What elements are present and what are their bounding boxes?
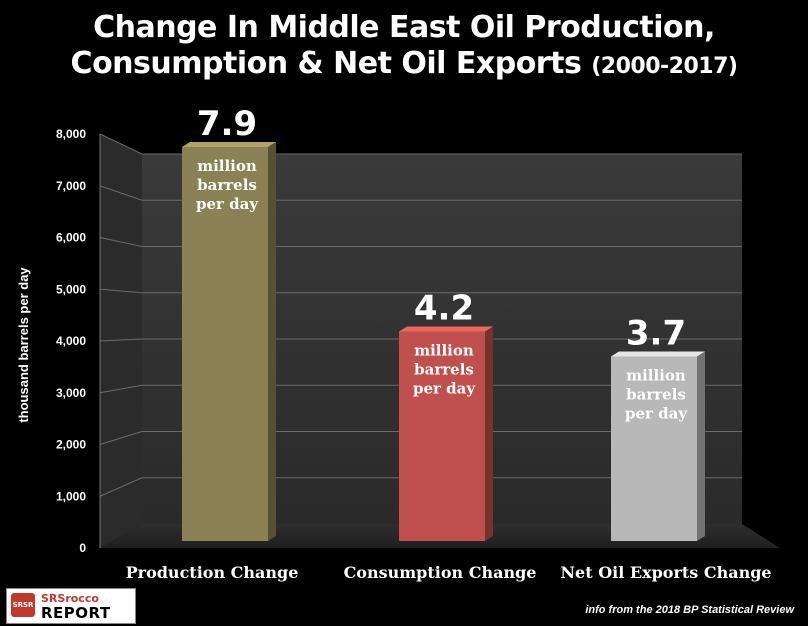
logo-mark: SRSR <box>11 593 35 617</box>
gridline-side <box>99 237 143 247</box>
logo-line-2: REPORT <box>41 604 111 622</box>
y-tick-label: 0 <box>79 541 86 555</box>
gridline-side <box>99 185 143 201</box>
y-tick-label: 6,000 <box>56 231 86 245</box>
category-label: Consumption Change <box>344 563 537 582</box>
unit-label: barrels <box>197 176 257 194</box>
bar-side <box>268 142 276 541</box>
bar-side <box>697 351 705 541</box>
value-label: 7.9 <box>197 104 257 144</box>
logo-line-1: SRSrocco <box>41 592 99 605</box>
gridline-side <box>99 133 143 155</box>
gridline-side <box>99 288 143 294</box>
title-years: (2000-2017) <box>591 54 738 79</box>
category-label: Production Change <box>126 563 299 582</box>
category-label: Net Oil Exports Change <box>560 563 771 582</box>
srsrocco-report-logo: SRSR SRSrocco REPORT <box>6 588 136 624</box>
value-label: 4.2 <box>414 289 474 329</box>
bar-top <box>611 351 705 357</box>
unit-label: barrels <box>414 361 474 379</box>
bar-front <box>611 356 697 541</box>
unit-label: million <box>197 157 257 175</box>
bar-front <box>182 147 268 541</box>
y-tick-label: 3,000 <box>56 386 86 400</box>
unit-label: million <box>414 342 474 360</box>
gridline-side <box>99 384 143 394</box>
bar-front <box>399 331 485 541</box>
source-note: info from the 2018 BP Statistical Review <box>585 604 794 616</box>
y-tick-label: 1,000 <box>56 489 86 503</box>
gridline-side <box>99 431 143 445</box>
chart-title: Change In Middle East Oil Production, Co… <box>0 10 808 85</box>
gridline-side <box>99 338 143 342</box>
y-tick-label: 7,000 <box>56 179 86 193</box>
x-axis: Production Change Consumption Change Net O… <box>126 563 772 582</box>
y-axis-label: thousand barrels per day <box>16 267 31 423</box>
y-tick-label: 4,000 <box>56 334 86 348</box>
unit-label: million <box>626 366 686 384</box>
y-tick-label: 8,000 <box>56 127 86 141</box>
y-tick-label: 5,000 <box>56 282 86 296</box>
unit-label: barrels <box>626 385 686 403</box>
unit-label: per day <box>196 195 259 213</box>
title-line-1: Change In Middle East Oil Production, <box>93 10 715 45</box>
unit-label: per day <box>625 404 688 422</box>
title-line-2-text: Consumption & Net Oil Exports <box>70 46 582 81</box>
bar-top <box>399 326 493 332</box>
y-tick-label: 2,000 <box>56 438 86 452</box>
side-wall <box>100 134 142 548</box>
title-line-2: Consumption & Net Oil Exports (2000-2017… <box>0 46 808 85</box>
unit-label: per day <box>413 380 476 398</box>
bar-side <box>485 326 493 541</box>
bar-top <box>182 142 276 147</box>
value-label: 3.7 <box>626 313 686 353</box>
y-axis: 0 1,000 2,000 3,000 4,000 5,000 6,000 7,000 8,00… <box>56 127 101 555</box>
gridline-side <box>99 477 143 497</box>
